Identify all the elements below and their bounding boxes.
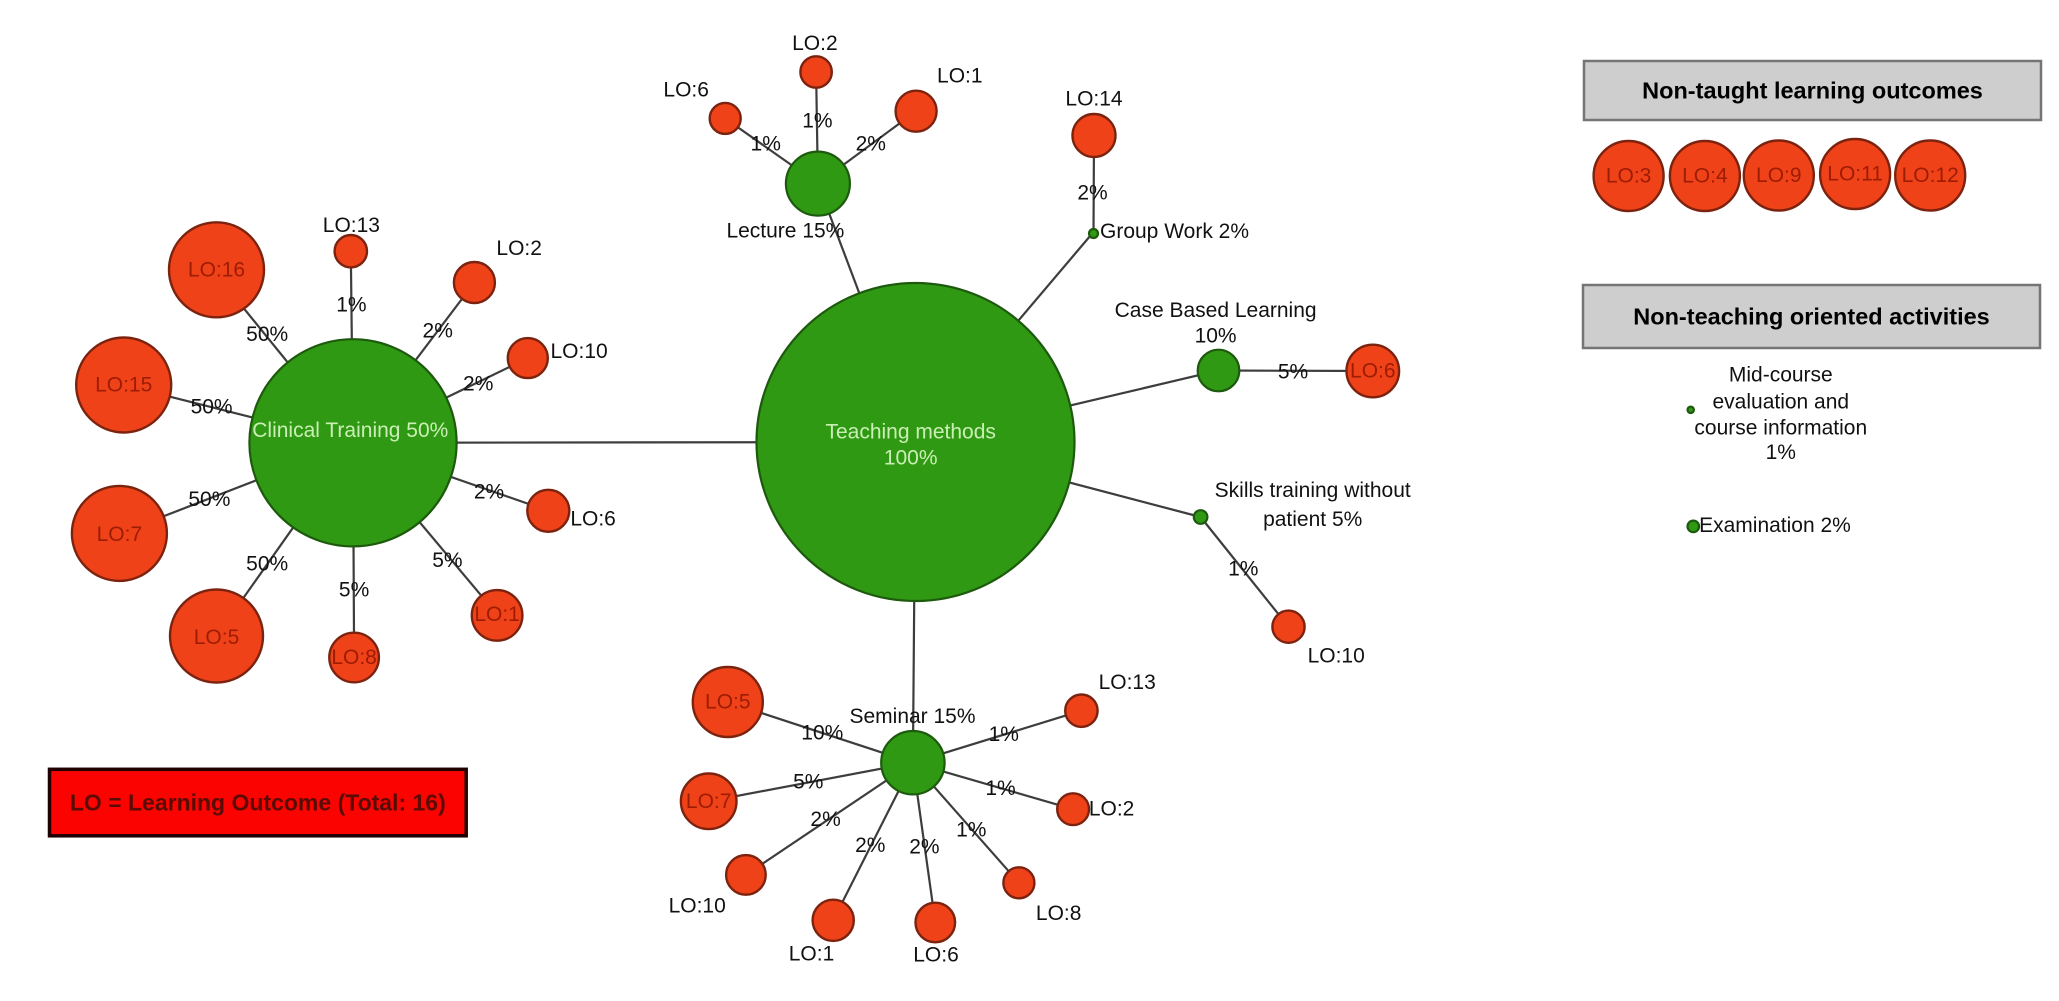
svg-text:LO:13: LO:13: [323, 214, 380, 237]
svg-text:Mid-course: Mid-course: [1729, 364, 1833, 387]
svg-text:Skills training without: Skills training without: [1215, 479, 1411, 502]
svg-text:LO:2: LO:2: [1089, 798, 1135, 821]
svg-text:50%: 50%: [188, 488, 230, 511]
svg-text:LO:2: LO:2: [792, 32, 838, 55]
svg-text:LO:2: LO:2: [496, 237, 542, 260]
svg-text:1%: 1%: [1228, 558, 1258, 581]
svg-text:LO:7: LO:7: [686, 790, 732, 813]
svg-text:1%: 1%: [336, 294, 366, 317]
svg-text:Seminar 15%: Seminar 15%: [849, 705, 975, 728]
svg-text:10%: 10%: [1195, 324, 1237, 347]
svg-text:LO:1: LO:1: [474, 603, 520, 626]
svg-text:LO:5: LO:5: [194, 626, 240, 649]
svg-text:LO:6: LO:6: [663, 78, 709, 101]
svg-text:100%: 100%: [884, 447, 938, 470]
svg-text:LO:3: LO:3: [1606, 165, 1652, 188]
svg-text:LO:10: LO:10: [550, 340, 607, 363]
svg-text:LO:6: LO:6: [570, 507, 616, 530]
svg-text:5%: 5%: [1278, 361, 1308, 384]
svg-text:2%: 2%: [423, 320, 453, 343]
svg-text:LO:12: LO:12: [1902, 164, 1959, 187]
svg-text:50%: 50%: [191, 396, 233, 419]
svg-text:1%: 1%: [802, 110, 832, 133]
svg-text:LO:10: LO:10: [1308, 644, 1365, 667]
svg-text:Teaching methods: Teaching methods: [825, 421, 995, 444]
svg-text:evaluation and: evaluation and: [1712, 390, 1849, 413]
svg-text:LO:4: LO:4: [1682, 165, 1728, 188]
svg-text:1%: 1%: [985, 777, 1015, 800]
svg-text:Group Work 2%: Group Work 2%: [1100, 220, 1249, 243]
svg-text:LO = Learning Outcome (Total:: LO = Learning Outcome (Total: 16): [70, 790, 446, 816]
svg-text:2%: 2%: [463, 373, 493, 396]
svg-text:LO:14: LO:14: [1065, 88, 1123, 111]
svg-text:LO:15: LO:15: [95, 374, 152, 397]
svg-text:1%: 1%: [1766, 441, 1796, 464]
svg-text:2%: 2%: [810, 808, 840, 831]
svg-text:Non-teaching oriented activiti: Non-teaching oriented activities: [1633, 304, 1989, 330]
svg-text:LO:16: LO:16: [188, 258, 245, 281]
svg-text:LO:1: LO:1: [937, 65, 983, 88]
svg-text:LO:6: LO:6: [913, 943, 959, 966]
svg-text:1%: 1%: [989, 723, 1019, 746]
svg-text:LO:11: LO:11: [1827, 163, 1883, 186]
svg-text:Lecture 15%: Lecture 15%: [726, 220, 844, 243]
svg-text:50%: 50%: [246, 553, 288, 576]
svg-text:2%: 2%: [856, 133, 886, 156]
svg-text:5%: 5%: [339, 579, 369, 602]
svg-text:patient 5%: patient 5%: [1263, 508, 1362, 531]
svg-text:LO:10: LO:10: [669, 894, 726, 917]
svg-text:Case Based Learning: Case Based Learning: [1115, 299, 1317, 322]
svg-text:2%: 2%: [855, 834, 885, 857]
svg-text:2%: 2%: [474, 480, 504, 503]
svg-text:2%: 2%: [1077, 182, 1107, 205]
svg-text:2%: 2%: [909, 836, 939, 859]
svg-text:LO:6: LO:6: [1350, 360, 1396, 383]
svg-text:Examination 2%: Examination 2%: [1699, 514, 1851, 537]
svg-text:course information: course information: [1694, 416, 1867, 439]
svg-text:LO:13: LO:13: [1099, 671, 1156, 694]
svg-text:50%: 50%: [246, 323, 288, 346]
svg-text:LO:7: LO:7: [97, 523, 143, 546]
svg-text:LO:9: LO:9: [1756, 164, 1802, 187]
svg-text:1%: 1%: [751, 133, 781, 156]
svg-text:LO:5: LO:5: [705, 691, 751, 714]
svg-text:LO:8: LO:8: [1036, 902, 1082, 925]
svg-text:5%: 5%: [793, 770, 823, 793]
svg-text:10%: 10%: [801, 722, 843, 745]
svg-text:LO:8: LO:8: [331, 646, 377, 669]
svg-text:LO:1: LO:1: [789, 942, 835, 965]
svg-text:5%: 5%: [432, 549, 462, 572]
svg-text:Clinical Training 50%: Clinical Training 50%: [252, 419, 448, 442]
svg-text:Non-taught learning outcomes: Non-taught learning outcomes: [1642, 78, 1983, 104]
svg-text:1%: 1%: [956, 819, 986, 842]
